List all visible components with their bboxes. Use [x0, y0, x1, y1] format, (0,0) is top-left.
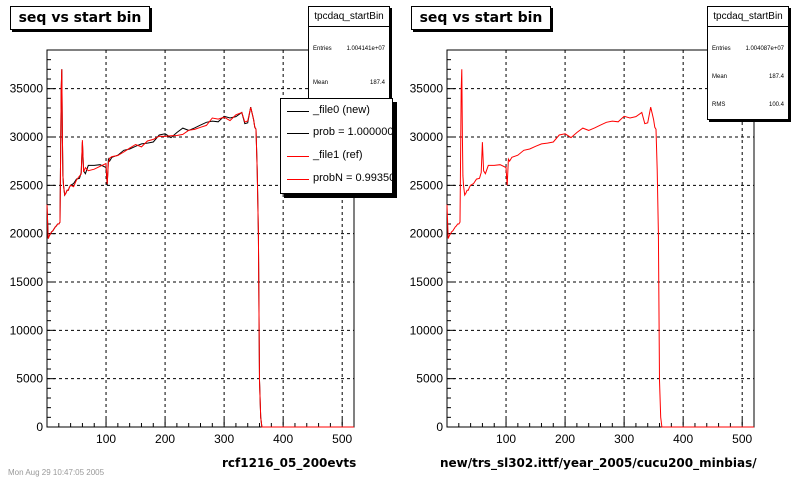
- left-chart-caption: rcf1216_05_200evts: [222, 456, 357, 470]
- right-stats-mean-label: Mean: [712, 74, 728, 80]
- right-y-tick-label: 20000: [410, 227, 444, 241]
- left-y-tick-label: 5000: [16, 372, 43, 386]
- right-x-tick-label: 200: [555, 432, 575, 446]
- left-legend: _file0 (new) prob = 1.000000 _file1 (ref…: [280, 98, 393, 194]
- legend-entry-prob: prob = 1.000000: [281, 123, 393, 143]
- timestamp-footer: Mon Aug 29 10:47:05 2005: [8, 468, 105, 477]
- right-y-tick-label: 25000: [410, 178, 444, 192]
- right-x-tick-label: 100: [496, 432, 516, 446]
- right-chart: 100 200 300 400 5000500010000150002000025000…: [410, 49, 755, 446]
- right-chart-caption: new/trs_sl302.ittf/year_2005/cucu200_min…: [440, 456, 757, 470]
- left-x-tick-label: 200: [155, 432, 175, 446]
- left-x-tick-label: 100: [96, 432, 116, 446]
- right-y-tick-label: 30000: [410, 130, 444, 144]
- right-y-tick-label: 15000: [410, 275, 444, 289]
- left-stats-box: tpcdaq_startBin Entries 1.004141e+07 Mea…: [308, 6, 390, 103]
- left-y-tick-label: 15000: [10, 275, 44, 289]
- right-stats-box: tpcdaq_startBin Entries 1.004087e+07 Mea…: [707, 6, 789, 120]
- right-stats-entries-value: 1.004087e+07: [745, 46, 784, 52]
- left-y-tick-label: 20000: [10, 227, 44, 241]
- left-stats-entries-label: Entries: [313, 46, 332, 52]
- left-x-tick-label: 300: [214, 432, 234, 446]
- legend-label-file0: _file0 (new): [313, 104, 370, 116]
- left-stats-entries-value: 1.004141e+07: [346, 46, 385, 52]
- legend-entry-probn: probN = 0.993500: [281, 169, 393, 189]
- left-chart: 100 200 300 400 5000500010000150002000025000…: [10, 49, 355, 446]
- left-y-tick-label: 10000: [10, 323, 44, 337]
- left-series-line: [46, 69, 354, 428]
- right-chart-title: seq vs start bin: [411, 6, 551, 30]
- left-chart-title: seq vs start bin: [10, 6, 150, 30]
- right-y-tick-label: 35000: [410, 82, 444, 96]
- right-y-tick-label: 10000: [410, 323, 444, 337]
- left-x-tick-label: 400: [273, 432, 293, 446]
- right-stats-mean-value: 187.4: [768, 74, 784, 80]
- legend-label-probn: probN = 0.993500: [313, 172, 393, 184]
- right-stats-name: tpcdaq_startBin: [708, 7, 788, 27]
- right-stats-entries-label: Entries: [712, 46, 731, 52]
- left-y-tick-label: 30000: [10, 130, 44, 144]
- right-x-tick-label: 300: [614, 432, 634, 446]
- legend-swatch-file1: [287, 156, 309, 157]
- left-stats-name: tpcdaq_startBin: [309, 7, 389, 27]
- left-y-tick-label: 0: [36, 420, 43, 434]
- right-x-tick-label: 500: [732, 432, 752, 446]
- right-series-line: [446, 69, 754, 428]
- left-stats-mean-label: Mean: [313, 80, 329, 86]
- left-stats-mean-value: 187.4: [369, 80, 385, 86]
- right-y-tick-label: 5000: [416, 372, 443, 386]
- legend-label-prob: prob = 1.000000: [313, 126, 393, 138]
- right-stats-rms-value: 100.4: [768, 102, 784, 108]
- legend-entry-file0: _file0 (new): [281, 101, 392, 121]
- left-y-tick-label: 35000: [10, 82, 44, 96]
- right-y-tick-label: 0: [436, 420, 443, 434]
- left-y-tick-label: 25000: [10, 178, 44, 192]
- legend-swatch-probn: [287, 179, 309, 180]
- legend-entry-file1: _file1 (ref): [281, 146, 392, 166]
- right-x-tick-label: 400: [673, 432, 693, 446]
- left-x-tick-label: 500: [332, 432, 352, 446]
- legend-swatch-file0: [287, 111, 309, 112]
- right-stats-rms-label: RMS: [712, 102, 726, 108]
- legend-swatch-prob: [287, 133, 309, 134]
- legend-label-file1: _file1 (ref): [313, 149, 363, 161]
